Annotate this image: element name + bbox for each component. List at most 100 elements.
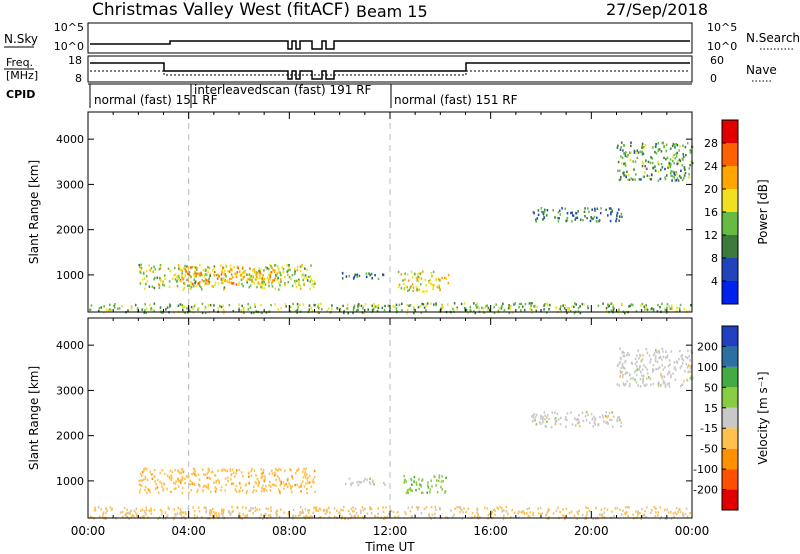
scatter-cell <box>200 271 202 275</box>
scatter-cell <box>633 149 636 153</box>
scatter-cell <box>290 469 292 472</box>
scatter-cell <box>395 303 398 307</box>
scatter-cell <box>610 309 613 312</box>
scatter-cell <box>422 270 424 273</box>
scatter-cell <box>294 282 297 285</box>
scatter-cell <box>666 306 668 309</box>
scatter-cell <box>604 414 607 418</box>
scatter-cell <box>188 284 190 287</box>
scatter-cell <box>431 513 434 517</box>
scatter-cell <box>260 304 262 307</box>
scatter-cell <box>438 474 441 477</box>
scatter-cell <box>184 477 186 481</box>
scatter-cell <box>158 286 161 289</box>
scatter-cell <box>537 213 540 217</box>
scatter-cell <box>161 510 163 513</box>
scatter-cell <box>575 418 578 421</box>
scatter-cell <box>98 306 101 310</box>
scatter-cell <box>279 273 282 277</box>
scatter-cell <box>356 273 358 276</box>
scatter-cell <box>543 208 546 211</box>
scatter-cell <box>545 513 548 516</box>
scatter-cell <box>690 150 692 153</box>
scatter-cell <box>559 213 562 216</box>
scatter-cell <box>299 303 301 306</box>
scatter-cell <box>537 512 540 515</box>
scatter-cell <box>625 371 627 374</box>
scatter-cell <box>633 168 635 171</box>
scatter-cell <box>628 305 630 308</box>
scatter-cell <box>667 164 670 168</box>
scatter-cell <box>557 506 559 510</box>
scatter-cell <box>370 272 373 276</box>
scatter-cell <box>220 485 223 489</box>
scatter-cell <box>211 285 214 289</box>
scatter-cell <box>535 218 537 222</box>
scatter-cell <box>501 510 503 513</box>
scatter-cell <box>620 513 623 516</box>
scatter-cell <box>260 273 262 277</box>
scatter-cell <box>591 208 593 211</box>
scatter-cell <box>623 354 626 358</box>
scatter-cell <box>456 506 458 509</box>
scatter-cell <box>639 353 641 357</box>
scatter-cell <box>235 283 238 286</box>
scatter-cell <box>369 482 372 485</box>
scatter-cell <box>539 506 542 510</box>
scatter-cell <box>653 506 656 509</box>
scatter-cell <box>213 481 215 484</box>
scatter-cell <box>503 308 506 312</box>
scatter-cell <box>271 285 274 288</box>
scatter-cell <box>364 477 366 481</box>
scatter-cell <box>424 278 427 282</box>
scatter-cell <box>622 509 624 512</box>
scatter-cell <box>656 360 659 364</box>
scatter-cell <box>582 419 585 423</box>
scatter-cell <box>277 475 279 478</box>
scatter-cell <box>622 354 625 358</box>
scatter-cell <box>564 303 566 307</box>
freq-unit: [MHz] <box>6 69 38 82</box>
scatter-cell <box>153 310 155 313</box>
scatter-cell <box>304 472 306 475</box>
scatter-cell <box>681 362 684 365</box>
scatter-cell <box>645 159 647 162</box>
scatter-cell <box>359 481 361 484</box>
scatter-cell <box>383 308 386 312</box>
scatter-cell <box>475 306 478 309</box>
scatter-cell <box>223 272 225 275</box>
scatter-cell <box>675 360 678 363</box>
scatter-cell <box>571 220 573 223</box>
scatter-cell <box>289 268 291 271</box>
scatter-cell <box>586 511 588 514</box>
scatter-cell <box>357 308 359 312</box>
scatter-cell <box>239 515 242 518</box>
scatter-cell <box>355 512 358 515</box>
scatter-cell <box>274 471 276 474</box>
scatter-cell <box>208 277 210 280</box>
scatter-cell <box>174 514 177 517</box>
scatter-cell <box>419 272 421 275</box>
colorbar-tick-label: 16 <box>704 206 718 219</box>
scatter-cell <box>253 268 255 271</box>
scatter-cell <box>182 511 185 514</box>
scatter-cell <box>302 303 305 306</box>
scatter-cell <box>675 152 678 156</box>
scatter-cell <box>257 277 259 280</box>
scatter-cell <box>657 511 660 514</box>
scatter-cell <box>638 357 640 360</box>
scatter-cell <box>411 489 413 493</box>
scatter-cell <box>187 476 190 479</box>
scatter-cell <box>148 264 150 267</box>
scatter-cell <box>194 282 196 285</box>
scatter-cell <box>632 160 634 163</box>
scatter-cell <box>144 303 146 306</box>
scatter-cell <box>223 269 226 273</box>
scatter-cell <box>189 483 191 486</box>
scatter-cell <box>256 477 259 481</box>
scatter-cell <box>315 509 318 512</box>
scatter-cell <box>262 468 265 472</box>
scatter-cell <box>431 485 433 488</box>
scatter-cell <box>304 474 306 478</box>
scatter-cell <box>138 491 141 494</box>
